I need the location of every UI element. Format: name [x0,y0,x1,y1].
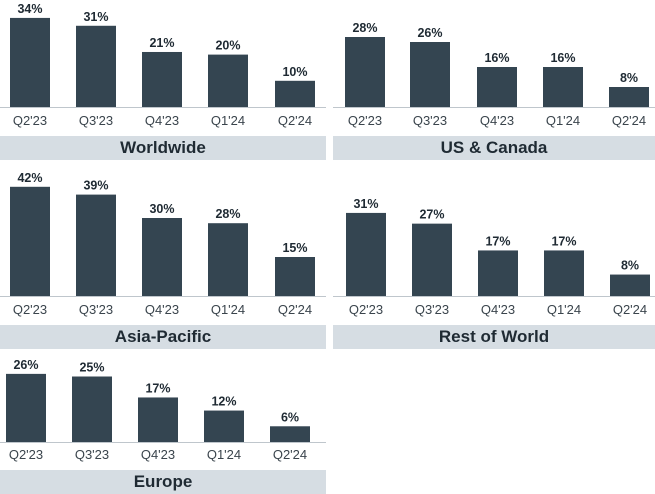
chart-panel-europe: 26% Q2'23 25% Q3'23 17% Q4'23 12% Q1'24 6% Q2'24 … [0,350,326,494]
x-tick-label: Q2'24 [612,113,646,128]
x-tick-label: Q4'23 [481,302,515,317]
x-tick-label: Q3'23 [79,302,113,317]
bar-value-label: 42% [17,171,42,185]
x-tick-label: Q3'23 [79,113,113,128]
bar-value-label: 16% [484,51,509,65]
x-tick-label: Q4'23 [141,447,175,462]
chart-title: Worldwide [120,138,206,157]
chart-title-banner: US & Canada [333,136,655,160]
x-tick-label: Q2'24 [278,113,312,128]
x-tick-label: Q4'23 [145,302,179,317]
chart-title-banner: Asia-Pacific [0,325,326,349]
x-tick-label: Q1'24 [211,113,245,128]
bar [138,397,178,442]
chart-plot: 34% Q2'23 31% Q3'23 21% Q4'23 20% Q1'24 10% Q2'24 [0,2,326,128]
chart-title: Asia-Pacific [114,327,212,346]
bar [10,17,50,108]
bar [610,274,650,296]
x-tick-label: Q1'24 [207,447,241,462]
bar-value-label: 31% [353,197,378,211]
x-tick-label: Q2'23 [13,113,47,128]
bar [275,257,315,296]
bar-value-label: 30% [149,202,174,216]
bar [609,87,649,107]
bar [412,223,452,296]
bar-value-label: 8% [621,259,639,273]
bar-value-label: 17% [145,381,170,395]
bar-value-label: 28% [215,207,240,221]
bar [346,212,386,296]
chart-title: US & Canada [440,138,548,157]
bar-value-label: 15% [282,241,307,255]
x-tick-label: Q1'24 [547,302,581,317]
bar-value-label: 21% [149,36,174,50]
bar-value-label: 16% [550,51,575,65]
bar [270,426,310,442]
bar-value-label: 31% [83,10,108,24]
x-tick-label: Q4'23 [145,113,179,128]
bar-value-label: 17% [551,234,576,248]
bar-value-label: 17% [485,234,510,248]
x-tick-label: Q2'24 [273,447,307,462]
x-tick-label: Q3'23 [75,447,109,462]
bar [478,250,518,296]
bar [477,67,517,107]
chart-title: Europe [133,472,193,491]
chart-title: Rest of World [438,327,550,346]
chart-panel-us-canada: 28% Q2'23 26% Q3'23 16% Q4'23 16% Q1'24 8% Q2'24 … [333,0,655,161]
x-tick-label: Q4'23 [480,113,514,128]
x-tick-label: Q1'24 [211,302,245,317]
bar-value-label: 20% [215,39,240,53]
x-tick-label: Q3'23 [413,113,447,128]
chart-title-banner: Rest of World [333,325,655,349]
x-tick-label: Q2'23 [13,302,47,317]
bar [543,67,583,107]
x-tick-label: Q2'24 [278,302,312,317]
x-tick-label: Q1'24 [546,113,580,128]
bar-value-label: 39% [83,179,108,193]
bar [275,80,315,107]
chart-panel-rest-of-world: 31% Q2'23 27% Q3'23 17% Q4'23 17% Q1'24 8% Q2'24 … [333,190,655,351]
bar [410,42,450,107]
bar-value-label: 28% [352,21,377,35]
chart-title-banner: Worldwide [0,136,326,160]
bar [6,373,46,442]
bar [142,218,182,296]
bar-value-label: 6% [281,410,299,424]
bar-value-label: 25% [79,361,104,375]
x-tick-label: Q2'23 [9,447,43,462]
bar-value-label: 12% [211,395,236,409]
bar [208,223,248,296]
bar-value-label: 26% [13,358,38,372]
chart-title-banner: Europe [0,470,326,494]
bar [10,186,50,296]
bar [76,194,116,296]
bar-value-label: 34% [17,2,42,16]
bar [345,37,385,107]
chart-plot: 28% Q2'23 26% Q3'23 16% Q4'23 16% Q1'24 8% Q2'24 [333,21,655,128]
x-tick-label: Q2'23 [349,302,383,317]
x-tick-label: Q2'24 [613,302,647,317]
chart-plot: 26% Q2'23 25% Q3'23 17% Q4'23 12% Q1'24 6% Q2'24 [0,358,326,462]
bar-value-label: 27% [419,208,444,222]
chart-plot: 42% Q2'23 39% Q3'23 30% Q4'23 28% Q1'24 15% Q2'24 [0,171,326,317]
chart-plot: 31% Q2'23 27% Q3'23 17% Q4'23 17% Q1'24 8% Q2'24 [333,197,655,317]
bar [204,410,244,442]
bar [76,25,116,108]
bar-value-label: 10% [282,65,307,79]
chart-panel-asia-pacific: 42% Q2'23 39% Q3'23 30% Q4'23 28% Q1'24 15% Q2'24… [0,166,326,351]
bar [544,250,584,296]
bar-value-label: 26% [417,26,442,40]
bar-value-label: 8% [620,71,638,85]
x-tick-label: Q2'23 [348,113,382,128]
bar [208,54,248,107]
bar [72,376,112,442]
chart-panel-worldwide: 34% Q2'23 31% Q3'23 21% Q4'23 20% Q1'24 10% Q2'24… [0,0,326,161]
bar [142,51,182,107]
x-tick-label: Q3'23 [415,302,449,317]
